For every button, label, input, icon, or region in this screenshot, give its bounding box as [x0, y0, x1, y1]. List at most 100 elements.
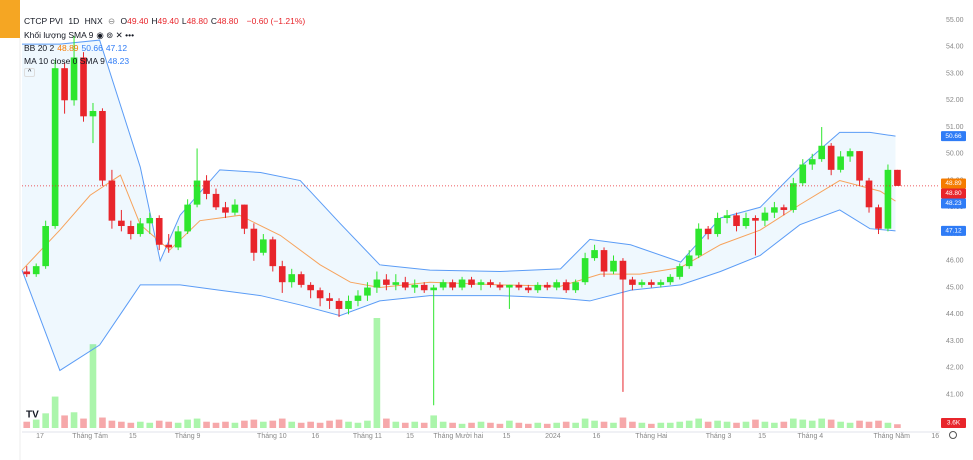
- volume-bar: [742, 421, 750, 428]
- volume-bar: [307, 421, 314, 428]
- bb-upper: [22, 39, 896, 272]
- candle-body: [269, 239, 277, 267]
- y-tick-label: 46.00: [946, 258, 964, 265]
- volume-bar: [288, 421, 296, 428]
- ohlc: O49.40 H49.40 L48.80 C48.80: [121, 16, 242, 26]
- x-tick-label: 16: [593, 433, 601, 440]
- volume-bar: [591, 420, 598, 428]
- volume-bar: [184, 419, 191, 428]
- bb-upper: 50.66: [81, 43, 103, 53]
- icons[interactable]: ◉ ⊚ ✕ •••: [96, 30, 135, 40]
- candle-body: [383, 279, 390, 285]
- settings-icon[interactable]: [949, 431, 957, 439]
- volume-bar: [364, 420, 371, 428]
- volume-bar: [714, 420, 721, 428]
- volume-bar: [373, 318, 381, 428]
- candle-body: [155, 217, 163, 245]
- x-tick-label: 15: [406, 433, 414, 440]
- volume-bar: [610, 422, 617, 428]
- price-label-box: [941, 225, 966, 236]
- x-tick-label: 15: [758, 433, 766, 440]
- candle-body: [752, 217, 759, 221]
- volume-bar: [837, 421, 844, 428]
- candle-body: [23, 271, 31, 275]
- candle-body: [789, 183, 797, 210]
- candle-body: [865, 180, 873, 208]
- collapse-button[interactable]: ^: [24, 68, 36, 77]
- candle-body: [496, 284, 504, 288]
- candle-body: [799, 164, 807, 184]
- x-tick-label: 17: [36, 433, 44, 440]
- x-tick-label: Tháng Mười hai: [433, 433, 483, 440]
- volume-bar: [326, 420, 333, 428]
- volume-bar: [704, 421, 712, 428]
- candle-body: [666, 276, 674, 283]
- volume-bar: [506, 420, 513, 428]
- x-tick-label: 16: [931, 433, 939, 440]
- candle-body: [326, 298, 333, 301]
- volume-bar: [477, 421, 485, 428]
- volume-bar: [449, 422, 456, 428]
- candle-body: [894, 169, 901, 186]
- candle-body: [525, 287, 532, 291]
- volume-bar: [543, 423, 551, 428]
- candle-body: [449, 282, 456, 288]
- volume-bar: [496, 423, 504, 428]
- volume-bar: [118, 421, 125, 428]
- candle-body: [411, 284, 419, 288]
- x-tick-label: Tháng Năm: [873, 433, 910, 440]
- candle-body: [572, 282, 579, 291]
- volume-bar: [61, 415, 68, 428]
- volume-bar: [799, 419, 807, 428]
- volume-bar: [752, 419, 759, 428]
- candle-body: [648, 282, 655, 285]
- candle-body: [401, 282, 409, 288]
- volume-bar: [695, 418, 702, 428]
- volume-bar: [638, 422, 646, 428]
- volume-bar: [856, 420, 863, 428]
- volume-bar: [525, 423, 532, 428]
- volume-bar: [430, 415, 437, 428]
- volume-bar: [894, 424, 901, 428]
- volume-bar: [572, 422, 579, 428]
- candle-body: [477, 282, 485, 285]
- volume-bar: [723, 421, 731, 428]
- price-label: 47.12: [945, 228, 962, 235]
- menu-icon[interactable]: ⊖: [108, 16, 116, 26]
- y-tick-label: 42.00: [946, 365, 964, 372]
- volume-bar: [231, 422, 239, 428]
- y-tick-label: 44.00: [946, 311, 964, 318]
- candle-body: [468, 279, 475, 285]
- ohlc-key: O: [120, 16, 128, 26]
- x-tick-label: Tháng 4: [798, 433, 824, 440]
- volume-bar: [562, 421, 570, 428]
- candle-body: [373, 279, 381, 288]
- candle-body: [260, 239, 267, 253]
- volume-bar: [515, 422, 523, 428]
- candle-body: [212, 193, 220, 208]
- x-tick-label: 15: [503, 433, 511, 440]
- candle-body: [771, 207, 778, 213]
- volume-bar: [733, 422, 740, 428]
- candle-body: [345, 300, 352, 309]
- volume-bar: [297, 422, 305, 428]
- ohlc-value: 49.40: [127, 16, 149, 26]
- ohlc-value: 48.80: [186, 16, 208, 26]
- candle-body: [420, 284, 428, 291]
- candle-body: [42, 226, 49, 267]
- candle-body: [723, 215, 731, 218]
- tv-logo: TV: [26, 410, 39, 421]
- candle-body: [278, 266, 286, 283]
- y-tick-label: 54.00: [946, 44, 964, 51]
- candle-body: [250, 228, 258, 253]
- candle-body: [657, 282, 665, 285]
- candle-body: [837, 156, 844, 170]
- volume-bar: [865, 421, 873, 428]
- volume-bar: [23, 421, 31, 428]
- y-tick-label: 50.00: [946, 151, 964, 158]
- candle-body: [354, 295, 362, 301]
- candle-body: [619, 260, 627, 280]
- volume-bar: [269, 420, 277, 428]
- candle-body: [231, 204, 239, 213]
- volume-bar: [534, 422, 542, 428]
